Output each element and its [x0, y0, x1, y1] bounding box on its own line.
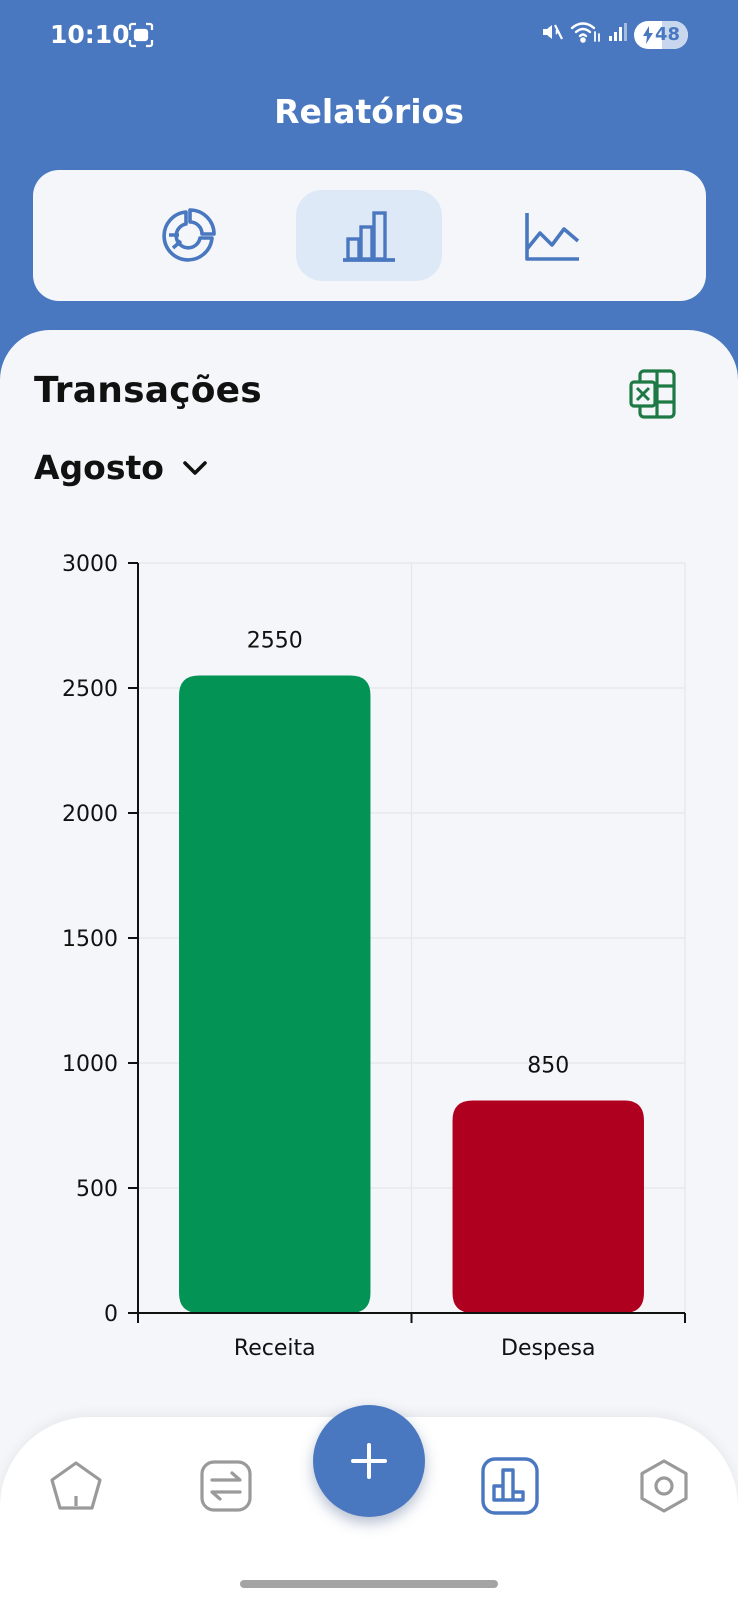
home-icon: [50, 1461, 102, 1510]
home-indicator: [240, 1580, 498, 1588]
month-label: Agosto: [34, 448, 164, 487]
y-tick-label: 1500: [62, 927, 118, 952]
pie-chart-button[interactable]: [115, 190, 261, 281]
chart-type-selector: [33, 170, 706, 301]
wifi-icon: [570, 20, 602, 49]
y-tick-label: 2000: [62, 802, 118, 827]
battery-level: 48: [654, 24, 681, 45]
x-tick-label: Despesa: [501, 1336, 595, 1361]
reports-icon: [481, 1457, 539, 1515]
screen-record-icon: [128, 22, 154, 53]
y-axis-ticks: 0 500 1000 1500 2000 2500 3000: [62, 552, 138, 1327]
y-tick-label: 1000: [62, 1052, 118, 1077]
mute-icon: [540, 20, 564, 49]
section-title: Transações: [34, 370, 262, 411]
chart-bars: [179, 675, 644, 1313]
status-time: 10:10: [50, 20, 130, 49]
bar-chart-button[interactable]: [296, 190, 442, 281]
nav-settings[interactable]: [633, 1455, 695, 1517]
y-tick-label: 3000: [62, 552, 118, 577]
status-bar: 10:10: [0, 0, 738, 76]
bar-data-labels: 2550 850: [247, 629, 570, 1079]
x-axis-ticks: Receita Despesa: [234, 1336, 596, 1361]
battery-indicator: 48: [634, 20, 688, 49]
pie-chart-icon: [162, 207, 216, 262]
y-tick-label: 500: [76, 1177, 118, 1202]
data-label-receita: 2550: [247, 629, 303, 654]
y-tick-label: 2500: [62, 677, 118, 702]
signal-icon: [608, 21, 628, 48]
bottom-navigation: [0, 1405, 738, 1600]
nav-transactions[interactable]: [195, 1455, 257, 1517]
excel-icon: [629, 369, 676, 419]
export-excel-button[interactable]: [628, 368, 678, 425]
bar-chart-icon: [343, 210, 395, 262]
nav-home[interactable]: [45, 1455, 107, 1517]
add-transaction-button[interactable]: [313, 1405, 425, 1517]
chevron-down-icon: [183, 460, 207, 475]
nav-reports[interactable]: [479, 1455, 541, 1517]
y-tick-label: 0: [104, 1302, 118, 1327]
charging-icon: [642, 25, 653, 44]
settings-icon: [640, 1459, 688, 1513]
bar-receita: [179, 675, 371, 1313]
line-chart-button[interactable]: [479, 190, 625, 281]
transactions-icon: [200, 1460, 252, 1512]
month-selector[interactable]: Agosto: [34, 448, 208, 487]
data-label-despesa: 850: [527, 1054, 569, 1079]
line-chart-icon: [525, 212, 580, 261]
bar-despesa: [452, 1100, 644, 1313]
add-icon: [351, 1443, 387, 1479]
x-tick-label: Receita: [234, 1336, 316, 1361]
page-title: Relatórios: [274, 92, 464, 131]
